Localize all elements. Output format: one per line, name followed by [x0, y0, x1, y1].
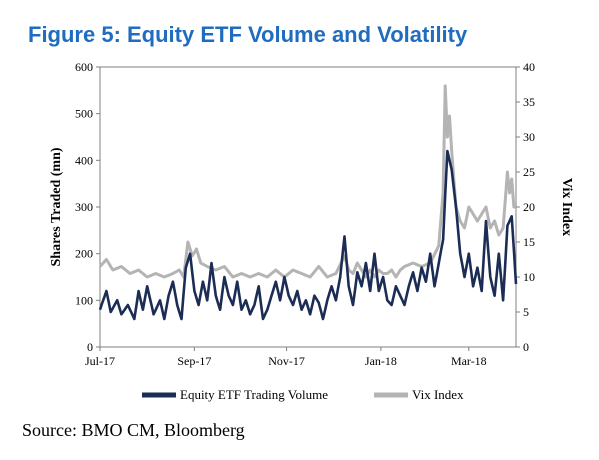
left-axis: 0 100 200 300 400 500 600	[75, 60, 100, 354]
right-tick-label: 10	[523, 270, 535, 284]
right-tick-label: 0	[523, 340, 529, 354]
legend: Equity ETF Trading Volume Vix Index	[142, 387, 464, 402]
series-line-volume	[98, 149, 518, 321]
right-tick-label: 25	[523, 165, 535, 179]
legend-label-vix: Vix Index	[412, 387, 464, 402]
series-line-vix	[98, 84, 516, 279]
left-tick-label: 0	[87, 340, 93, 354]
right-tick-label: 15	[523, 235, 535, 249]
y-axis-label-right: Vix Index	[559, 178, 574, 236]
series-layer	[98, 84, 518, 321]
x-tick-label: Nov-17	[268, 354, 305, 368]
right-tick-label: 20	[523, 200, 535, 214]
right-tick-label: 5	[523, 305, 529, 319]
left-tick-label: 500	[75, 107, 93, 121]
left-tick-label: 200	[75, 247, 93, 261]
left-tick-label: 100	[75, 293, 93, 307]
left-tick-label: 400	[75, 153, 93, 167]
right-tick-label: 30	[523, 130, 535, 144]
source-note: Source: BMO CM, Bloomberg	[22, 420, 245, 440]
chart-title: Figure 5: Equity ETF Volume and Volatili…	[28, 22, 468, 47]
x-tick-label: Sep-17	[177, 354, 211, 368]
x-tick-label: Mar-18	[451, 354, 487, 368]
x-tick-label: Jul-17	[85, 354, 115, 368]
legend-label-volume: Equity ETF Trading Volume	[180, 387, 328, 402]
x-tick-label: Jan-18	[365, 354, 397, 368]
right-tick-label: 40	[523, 60, 535, 74]
left-tick-label: 600	[75, 60, 93, 74]
right-axis: 0 5 10 15 20 25 30 35 40	[516, 60, 535, 354]
y-axis-label-left: Shares Traded (mn)	[49, 147, 64, 266]
left-tick-label: 300	[75, 200, 93, 214]
x-axis: Jul-17 Sep-17 Nov-17 Jan-18 Mar-18	[85, 347, 487, 368]
right-tick-label: 35	[523, 95, 535, 109]
